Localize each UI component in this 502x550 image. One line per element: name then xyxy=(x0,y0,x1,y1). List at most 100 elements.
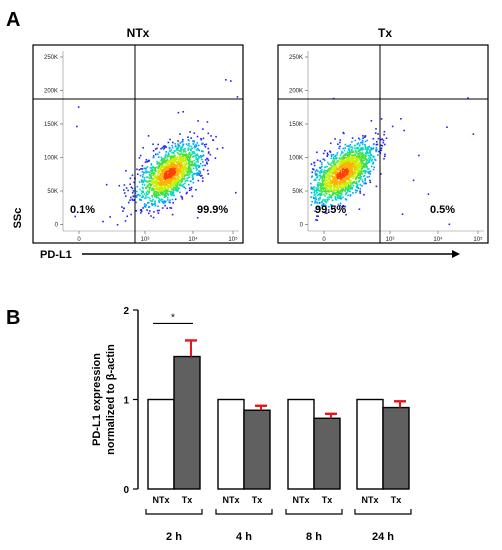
flow-event-dot xyxy=(345,183,348,186)
flow-event-dot xyxy=(319,174,322,177)
flow-event-dot xyxy=(347,160,350,162)
flow-event-dot xyxy=(354,139,357,142)
flow-event-dot xyxy=(323,179,326,181)
flow-event-dot xyxy=(188,153,191,156)
flow-event-dot xyxy=(328,196,331,199)
flow-event-dot xyxy=(177,111,180,114)
flow-event-dot xyxy=(340,192,343,194)
flow-event-dot xyxy=(157,167,160,170)
flow-event-dot xyxy=(339,177,342,180)
flow-event-dot xyxy=(145,197,147,199)
bar-category-label: NTx xyxy=(152,495,169,505)
flow-event-dot xyxy=(348,166,350,169)
flow-event-dot xyxy=(193,140,195,143)
flow-event-dot xyxy=(335,157,338,160)
flow-event-dot xyxy=(180,151,183,153)
flow-event-dot xyxy=(182,160,185,163)
flow-event-dot xyxy=(140,180,143,183)
flow-event-dot xyxy=(336,167,339,170)
flow-event-dot xyxy=(165,168,168,170)
flow-event-dot xyxy=(318,206,320,208)
flow-event-dot xyxy=(161,159,163,162)
flow-event-dot xyxy=(352,163,354,166)
flow-event-dot xyxy=(178,176,181,179)
flow-event-dot xyxy=(156,185,158,188)
flow-event-dot xyxy=(193,132,196,134)
flow-event-dot xyxy=(313,190,316,193)
flow-event-dot xyxy=(190,148,192,151)
flow-event-dot xyxy=(195,144,197,146)
flow-event-dot xyxy=(140,179,143,182)
flow-event-dot xyxy=(168,190,170,193)
flow-event-dot xyxy=(347,170,349,172)
flow-event-dot xyxy=(188,158,191,160)
flow-event-dot xyxy=(358,149,360,151)
flow-event-dot xyxy=(329,167,332,170)
flow-event-dot xyxy=(329,142,332,145)
flow-event-dot xyxy=(374,132,377,134)
flow-event-dot xyxy=(157,205,159,208)
flow-event-dot xyxy=(161,159,164,161)
flow-event-dot xyxy=(345,175,348,178)
flow-event-dot xyxy=(165,176,168,179)
flow-event-dot xyxy=(141,190,143,192)
flow-event-dot xyxy=(339,180,342,183)
flow-event-dot xyxy=(212,139,214,141)
flow-event-dot xyxy=(342,162,344,164)
flow-event-dot xyxy=(357,177,360,179)
flow-event-dot xyxy=(197,166,200,169)
flow-event-dot xyxy=(105,183,108,186)
flow-event-dot xyxy=(362,135,364,137)
flow-event-dot xyxy=(166,199,169,201)
flow-event-dot xyxy=(343,186,346,188)
flow-event-dot xyxy=(330,179,332,182)
flow-event-dot xyxy=(198,172,201,175)
flow-event-dot xyxy=(333,164,336,166)
flow-y-tick-label: 100K xyxy=(289,156,303,162)
flow-event-dot xyxy=(364,157,366,160)
flow-event-dot xyxy=(326,200,329,202)
flow-event-dot xyxy=(339,197,342,200)
flow-event-dot xyxy=(371,158,374,161)
flow-event-dot xyxy=(166,183,168,186)
flow-event-dot xyxy=(334,163,336,166)
flow-event-dot xyxy=(311,187,314,189)
flow-event-dot xyxy=(360,173,362,175)
flow-event-dot xyxy=(337,176,340,178)
flow-event-dot xyxy=(357,150,359,153)
flow-event-dot xyxy=(178,178,181,181)
flow-event-dot xyxy=(181,154,184,156)
flow-event-dot xyxy=(348,169,351,172)
flow-event-dot xyxy=(206,169,209,172)
flow-plot-tx-lower-left-percent: 99.5% xyxy=(315,204,346,216)
flow-event-dot xyxy=(340,187,342,189)
flow-event-dot xyxy=(158,166,161,168)
bar-tx-8h xyxy=(313,417,341,490)
flow-event-dot xyxy=(160,188,162,190)
flow-event-dot xyxy=(190,188,192,191)
flow-event-dot xyxy=(346,181,348,184)
flow-event-dot xyxy=(325,192,327,195)
flow-event-dot xyxy=(330,162,333,164)
flow-event-dot xyxy=(358,157,361,160)
flow-event-dot xyxy=(168,161,170,164)
flow-event-dot xyxy=(170,166,173,169)
flow-event-dot xyxy=(335,193,338,196)
flow-event-dot xyxy=(364,177,366,180)
flow-event-dot xyxy=(324,149,326,152)
flow-event-dot xyxy=(347,183,350,186)
flow-event-dot xyxy=(153,169,156,171)
flow-event-dot xyxy=(341,158,344,160)
flow-event-dot xyxy=(151,170,154,173)
flow-event-dot xyxy=(184,187,187,190)
flow-event-dot xyxy=(351,148,353,151)
flow-event-dot xyxy=(339,169,342,171)
flow-event-dot xyxy=(132,195,135,197)
group-label: 2 h xyxy=(166,531,182,543)
flow-event-dot xyxy=(348,154,350,156)
flow-event-dot xyxy=(177,169,179,172)
flow-event-dot xyxy=(330,154,333,156)
flow-event-dot xyxy=(365,160,367,163)
flow-event-dot xyxy=(169,156,172,158)
flow-event-dot xyxy=(152,188,155,190)
